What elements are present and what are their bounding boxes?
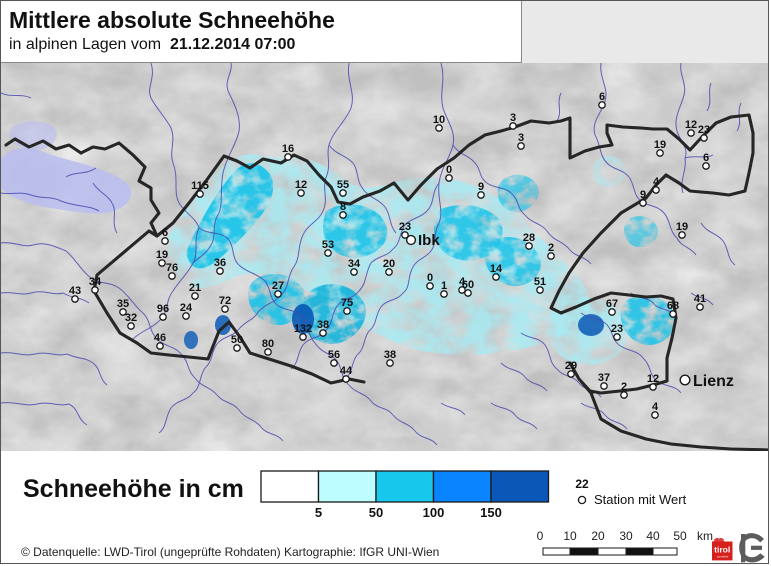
svg-text:27: 27 — [272, 280, 284, 292]
svg-text:10: 10 — [563, 529, 577, 543]
svg-text:6: 6 — [599, 91, 605, 103]
svg-text:23: 23 — [399, 221, 411, 233]
svg-text:23: 23 — [611, 323, 623, 335]
svg-text:4: 4 — [653, 176, 660, 188]
svg-text:50: 50 — [231, 334, 243, 346]
svg-text:115: 115 — [191, 180, 209, 192]
svg-text:36: 36 — [214, 257, 226, 269]
svg-text:53: 53 — [322, 239, 334, 251]
svg-text:132: 132 — [294, 323, 312, 335]
svg-text:55: 55 — [337, 179, 349, 191]
svg-text:6: 6 — [703, 152, 709, 164]
svg-text:0: 0 — [446, 164, 452, 176]
svg-text:20: 20 — [383, 258, 395, 270]
svg-text:50: 50 — [673, 529, 687, 543]
svg-text:68: 68 — [667, 300, 679, 312]
svg-text:32: 32 — [125, 312, 137, 324]
svg-text:75: 75 — [341, 297, 353, 309]
svg-text:76: 76 — [166, 262, 178, 274]
svg-text:14: 14 — [490, 263, 503, 275]
svg-text:30: 30 — [619, 529, 633, 543]
svg-text:.com/tirol: .com/tirol — [716, 555, 729, 559]
svg-text:44: 44 — [340, 365, 353, 377]
svg-text:2: 2 — [548, 242, 554, 254]
svg-text:100: 100 — [423, 505, 445, 520]
svg-text:3: 3 — [518, 132, 524, 144]
svg-text:150: 150 — [480, 505, 502, 520]
svg-text:22: 22 — [575, 477, 589, 491]
svg-text:96: 96 — [157, 303, 169, 315]
svg-text:40: 40 — [646, 529, 660, 543]
svg-text:41: 41 — [694, 293, 706, 305]
svg-text:51: 51 — [534, 276, 546, 288]
svg-text:56: 56 — [328, 349, 340, 361]
svg-text:8: 8 — [340, 201, 346, 213]
svg-text:46: 46 — [154, 332, 166, 344]
svg-text:2: 2 — [621, 381, 627, 393]
svg-text:19: 19 — [676, 221, 688, 233]
svg-text:12: 12 — [647, 373, 659, 385]
svg-text:38: 38 — [317, 319, 329, 331]
svg-text:Schneehöhe in cm: Schneehöhe in cm — [23, 475, 244, 503]
svg-text:72: 72 — [219, 295, 231, 307]
svg-text:50: 50 — [369, 505, 383, 520]
svg-text:21: 21 — [189, 282, 201, 294]
svg-text:29: 29 — [565, 360, 577, 372]
svg-text:43: 43 — [69, 285, 81, 297]
svg-text:60: 60 — [462, 279, 474, 291]
svg-text:35: 35 — [117, 298, 129, 310]
svg-text:9: 9 — [640, 189, 646, 201]
svg-text:34: 34 — [89, 276, 102, 288]
svg-text:19: 19 — [156, 249, 168, 261]
svg-text:12: 12 — [295, 179, 307, 191]
svg-text:24: 24 — [180, 302, 193, 314]
svg-text:34: 34 — [348, 258, 361, 270]
svg-text:12: 12 — [685, 119, 697, 131]
svg-text:20: 20 — [591, 529, 605, 543]
svg-text:9: 9 — [478, 181, 484, 193]
svg-text:© Datenquelle: LWD-Tirol (unge: © Datenquelle: LWD-Tirol (ungeprüfte Roh… — [21, 545, 439, 559]
svg-text:0: 0 — [537, 529, 544, 543]
svg-text:23: 23 — [698, 124, 710, 136]
svg-text:67: 67 — [606, 298, 618, 310]
svg-text:Lienz: Lienz — [693, 373, 734, 390]
svg-text:80: 80 — [262, 338, 274, 350]
svg-text:Station mit Wert: Station mit Wert — [594, 492, 687, 507]
svg-text:tirol: tirol — [714, 545, 730, 555]
svg-text:28: 28 — [523, 232, 535, 244]
svg-text:1: 1 — [441, 280, 447, 292]
svg-text:3: 3 — [510, 112, 516, 124]
svg-text:5: 5 — [315, 505, 322, 520]
svg-text:0: 0 — [427, 272, 433, 284]
svg-text:19: 19 — [654, 139, 666, 151]
svg-text:4: 4 — [652, 401, 659, 413]
svg-text:38: 38 — [384, 349, 396, 361]
svg-text:km: km — [697, 529, 713, 543]
svg-text:10: 10 — [433, 114, 445, 126]
svg-text:6: 6 — [162, 227, 168, 239]
svg-text:Ibk: Ibk — [418, 232, 440, 249]
svg-text:16: 16 — [282, 143, 294, 155]
svg-text:37: 37 — [598, 372, 610, 384]
